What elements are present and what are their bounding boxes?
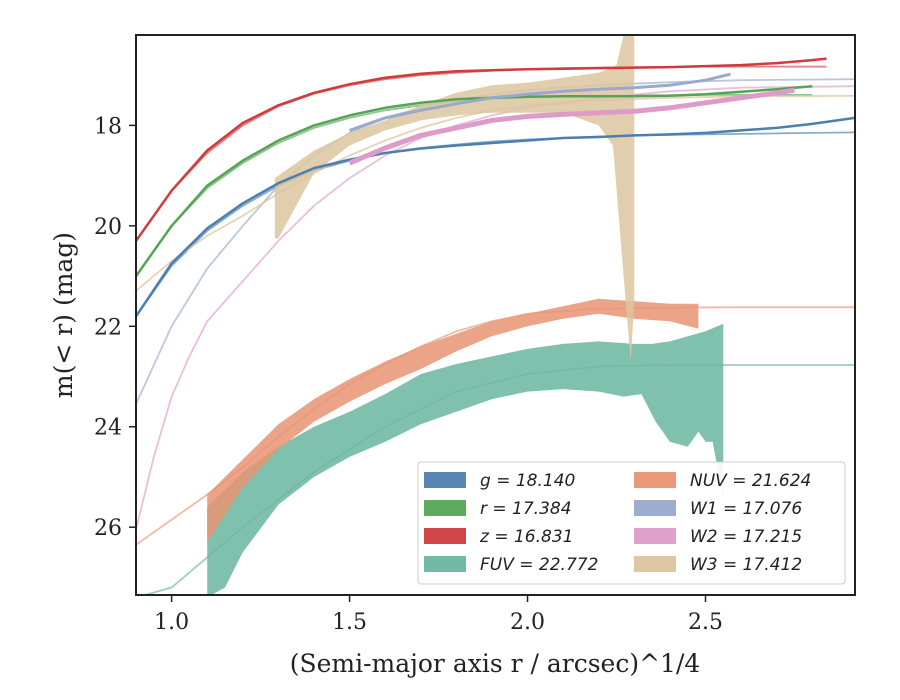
y-tick-label: 22	[94, 315, 122, 340]
legend-swatch	[634, 528, 676, 544]
legend: g = 18.140 r = 17.384 z = 16.831 FUV = 22.7…	[417, 461, 846, 585]
model-curve-g	[136, 131, 855, 317]
plot-frame	[135, 34, 856, 596]
legend-swatch	[424, 556, 466, 572]
legend-label: g = 18.140	[480, 471, 575, 491]
x-tick-label: 1.0	[154, 610, 189, 635]
legend-swatch	[634, 500, 676, 516]
legend-label: z = 16.831	[479, 527, 573, 547]
series-line-W1	[349, 72, 731, 132]
x-tick-label: 1.5	[332, 610, 367, 635]
legend-label: W1 = 17.076	[690, 499, 802, 519]
y-tick-label: 20	[94, 215, 122, 240]
x-axis-label: (Semi-major axis r / arcsec)^1/4	[290, 649, 701, 678]
x-tick-label: 2.0	[510, 610, 545, 635]
band-NUV	[207, 298, 699, 543]
band-FUV	[207, 323, 724, 595]
legend-swatch	[634, 556, 676, 572]
y-axis-label: m(< r) (mag)	[49, 232, 78, 398]
legend-swatch	[424, 472, 466, 488]
legend-swatch	[424, 528, 466, 544]
legend-label: NUV = 21.624	[690, 471, 811, 491]
y-axis-ticks: 18 20 22 24 26	[94, 114, 136, 541]
legend-label: W2 = 17.215	[690, 527, 802, 547]
legend-box	[417, 461, 846, 585]
series-line-W2	[348, 87, 795, 166]
y-tick-label: 24	[94, 416, 122, 441]
series-line-r	[136, 84, 813, 277]
legend-label: W3 = 17.412	[690, 555, 802, 575]
y-tick-label: 26	[94, 516, 122, 541]
y-tick-label: 18	[94, 114, 122, 139]
legend-swatch	[424, 500, 466, 516]
x-axis-ticks: 1.0 1.5 2.0 2.5	[154, 595, 723, 635]
data-series	[136, 57, 855, 317]
legend-swatch	[634, 472, 676, 488]
series-line-z	[136, 57, 827, 242]
legend-label: r = 17.384	[480, 499, 572, 519]
series-line-g	[136, 116, 855, 317]
legend-label: FUV = 22.772	[480, 555, 598, 575]
x-tick-label: 2.5	[688, 610, 723, 635]
